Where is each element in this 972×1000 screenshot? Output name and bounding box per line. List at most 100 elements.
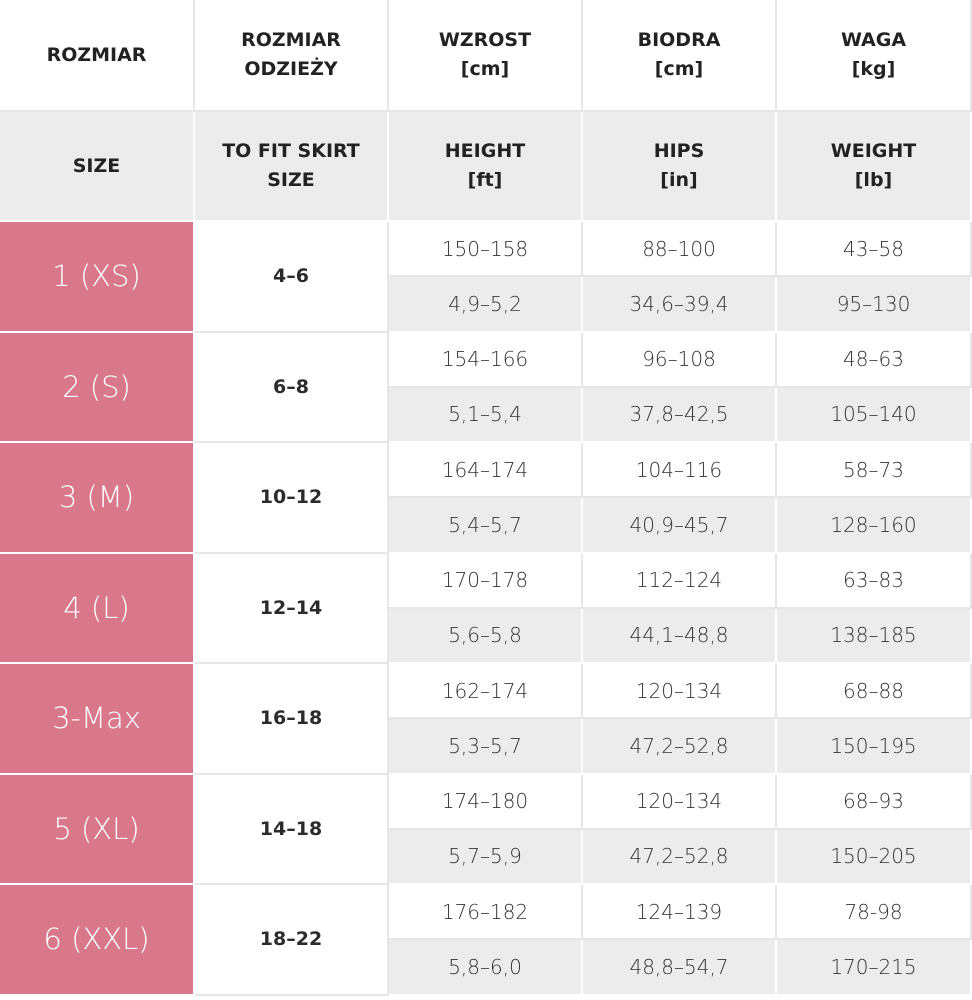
imperial-cell: 150–195 — [777, 719, 972, 775]
metric-cell: 88–100 — [583, 222, 777, 278]
imperial-cell: 47,2–52,8 — [583, 829, 777, 885]
metric-value: 88–100 — [642, 236, 716, 261]
header-text: [kg] — [851, 58, 896, 80]
metric-value: 43–58 — [843, 236, 904, 261]
imperial-cell: 5,1–5,4 — [389, 387, 583, 443]
header-text: SIZE — [72, 154, 121, 177]
header-cell: ROZMIAR ODZIEŻY — [195, 0, 389, 112]
imperial-value: 37,8–42,5 — [629, 402, 729, 427]
imperial-cell: 138–185 — [777, 608, 972, 664]
metric-cell: 164–174 — [389, 443, 583, 499]
imperial-value: 95–130 — [836, 291, 911, 316]
metric-value: 162–174 — [441, 678, 529, 703]
header-text: [cm] — [460, 58, 510, 80]
header-cell: SIZE — [0, 112, 195, 222]
imperial-cell: 128–160 — [777, 498, 972, 554]
skirt-cell: 16–18 — [195, 664, 389, 775]
metric-value: 174–180 — [441, 789, 529, 814]
header-text: ROZMIAR — [46, 43, 147, 66]
metric-cell: 96–108 — [583, 332, 777, 388]
metric-cell: 63–83 — [777, 553, 972, 609]
skirt-size: 6–8 — [273, 375, 309, 398]
size-cell: 2 (S) — [0, 332, 195, 443]
header-cell: WAGA [kg] — [777, 0, 972, 112]
imperial-value: 44,1–48,8 — [629, 623, 729, 648]
skirt-size: 14–18 — [259, 817, 323, 840]
metric-value: 150–158 — [441, 236, 529, 261]
header-cell: HIPS [in] — [583, 112, 777, 222]
metric-cell: 120–134 — [583, 774, 777, 830]
header-text: ROZMIAR — [241, 29, 341, 51]
imperial-cell: 5,7–5,9 — [389, 829, 583, 885]
header-text: SIZE — [267, 169, 315, 191]
size-label: 3-Max — [52, 701, 141, 736]
header-text: BIODRA — [637, 29, 721, 51]
size-cell: 4 (L) — [0, 553, 195, 664]
imperial-cell: 5,3–5,7 — [389, 719, 583, 775]
imperial-value: 5,6–5,8 — [448, 623, 522, 648]
imperial-cell: 4,9–5,2 — [389, 277, 583, 333]
imperial-value: 34,6–39,4 — [629, 291, 729, 316]
imperial-cell: 34,6–39,4 — [583, 277, 777, 333]
header-text: [cm] — [654, 58, 704, 80]
metric-cell: 170–178 — [389, 553, 583, 609]
header-cell: TO FIT SKIRT SIZE — [195, 112, 389, 222]
header-cell: WEIGHT [lb] — [777, 112, 972, 222]
metric-value: 96–108 — [642, 347, 716, 372]
header-text: WZROST — [438, 29, 532, 51]
imperial-value: 40,9–45,7 — [629, 512, 729, 537]
header-text: WAGA — [840, 29, 907, 51]
metric-value: 170–178 — [441, 568, 529, 593]
imperial-value: 48,8–54,7 — [629, 954, 729, 979]
header-cell: HEIGHT [ft] — [389, 112, 583, 222]
metric-cell: 43–58 — [777, 222, 972, 278]
header-text: [in] — [660, 169, 698, 191]
header-text: HEIGHT — [444, 140, 526, 162]
metric-cell: 150–158 — [389, 222, 583, 278]
size-cell: 1 (XS) — [0, 222, 195, 333]
imperial-value: 4,9–5,2 — [448, 291, 522, 316]
header-text: ODZIEŻY — [244, 58, 338, 80]
metric-cell: 154–166 — [389, 332, 583, 388]
metric-cell: 78-98 — [777, 885, 972, 941]
metric-value: 78-98 — [844, 899, 903, 924]
metric-cell: 68–88 — [777, 664, 972, 720]
imperial-cell: 48,8–54,7 — [583, 940, 777, 996]
metric-cell: 68–93 — [777, 774, 972, 830]
size-cell: 6 (XXL) — [0, 885, 195, 996]
imperial-value: 5,1–5,4 — [448, 402, 522, 427]
skirt-size: 10–12 — [259, 486, 323, 509]
imperial-value: 170–215 — [830, 954, 917, 979]
imperial-value: 5,3–5,7 — [448, 733, 522, 758]
imperial-value: 5,4–5,7 — [448, 512, 522, 537]
imperial-cell: 47,2–52,8 — [583, 719, 777, 775]
imperial-cell: 150–205 — [777, 829, 972, 885]
header-cell: ROZMIAR — [0, 0, 195, 112]
metric-value: 120–134 — [635, 678, 723, 703]
size-label: 6 (XXL) — [43, 922, 150, 957]
skirt-size: 4–6 — [273, 265, 309, 288]
skirt-size: 12–14 — [259, 596, 323, 619]
metric-cell: 112–124 — [583, 553, 777, 609]
size-label: 4 (L) — [63, 590, 130, 625]
imperial-cell: 40,9–45,7 — [583, 498, 777, 554]
skirt-cell: 18–22 — [195, 885, 389, 996]
metric-value: 48–63 — [843, 347, 904, 372]
imperial-cell: 5,8–6,0 — [389, 940, 583, 996]
metric-value: 58–73 — [843, 457, 904, 482]
header-text: WEIGHT — [830, 140, 917, 162]
skirt-cell: 4–6 — [195, 222, 389, 333]
metric-value: 68–88 — [843, 678, 904, 703]
header-text: TO FIT SKIRT — [222, 140, 360, 162]
imperial-cell: 5,4–5,7 — [389, 498, 583, 554]
header-cell: BIODRA [cm] — [583, 0, 777, 112]
metric-value: 176–182 — [441, 899, 529, 924]
metric-value: 112–124 — [635, 568, 723, 593]
imperial-cell: 37,8–42,5 — [583, 387, 777, 443]
skirt-cell: 12–14 — [195, 553, 389, 664]
metric-cell: 104–116 — [583, 443, 777, 499]
metric-value: 68–93 — [843, 789, 904, 814]
metric-value: 124–139 — [635, 899, 723, 924]
size-label: 2 (S) — [62, 369, 131, 404]
